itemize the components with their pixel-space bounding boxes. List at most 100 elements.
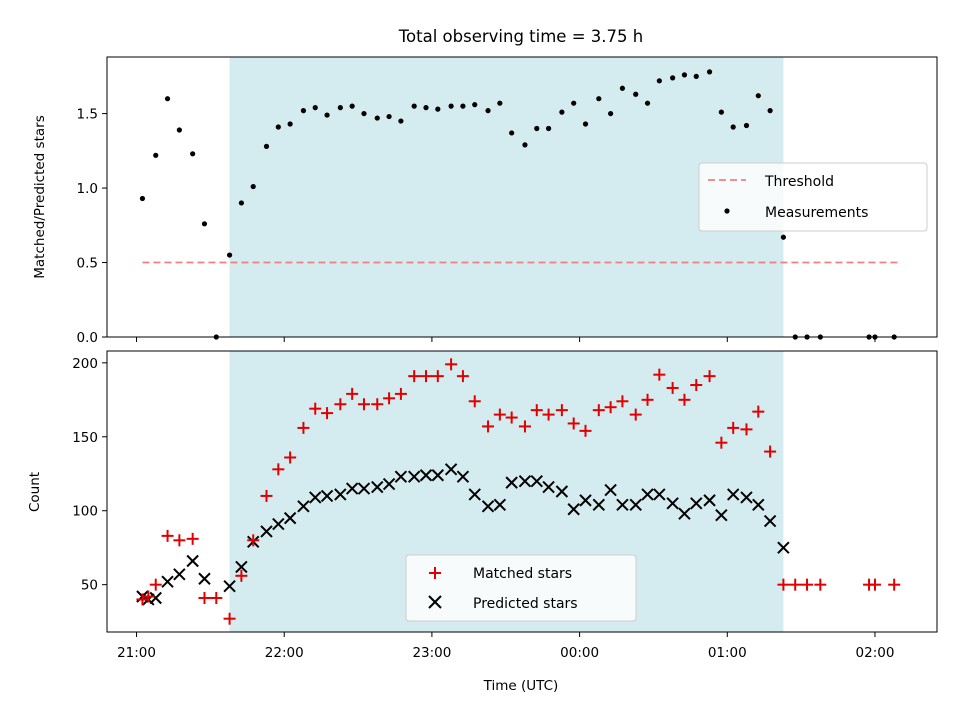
- matched-star-point: [482, 420, 495, 433]
- measurement-point: [596, 96, 602, 102]
- matched-star-point: [321, 407, 334, 420]
- matched-star-point: [888, 578, 901, 591]
- measurement-point: [448, 103, 454, 109]
- chart-title: Total observing time = 3.75 h: [398, 27, 643, 46]
- predicted-star-point: [320, 489, 334, 503]
- matched-star-point: [334, 398, 347, 411]
- matched-star-point: [493, 408, 506, 421]
- matched-star-point: [530, 404, 543, 417]
- predicted-star-point: [518, 474, 532, 488]
- measurement-point: [361, 110, 367, 117]
- matched-star-point: [272, 463, 285, 476]
- predicted-star-point: [419, 469, 433, 482]
- top-ytick-label: 0.5: [77, 256, 98, 272]
- top-plot-frame: [106, 56, 938, 338]
- predicted-star-point: [715, 508, 728, 522]
- matched-star-point: [629, 408, 642, 421]
- predicted-star-point: [198, 572, 211, 585]
- matched-star-point: [186, 532, 199, 545]
- observing-window-shade: [229, 57, 784, 337]
- measurement-point: [522, 142, 528, 148]
- measurement-point: [226, 252, 233, 258]
- predicted-star-point: [505, 476, 518, 489]
- xtick-label: 23:00: [412, 645, 451, 661]
- predicted-star-point: [641, 488, 654, 501]
- predicted-star-point: [493, 498, 507, 512]
- matched-star-point: [394, 387, 407, 400]
- predicted-star-point: [186, 554, 199, 568]
- matched-star-point: [592, 404, 605, 417]
- bottom-legend-box: [405, 554, 637, 622]
- measurement-point: [337, 105, 343, 111]
- predicted-star-point: [149, 591, 162, 605]
- predicted-star-point: [382, 477, 396, 491]
- measurement-point: [312, 105, 318, 111]
- matched-star-point: [260, 489, 273, 502]
- predicted-star-point: [444, 463, 458, 476]
- predicted-star-point: [653, 488, 666, 501]
- measurement-point: [693, 73, 699, 79]
- measurement-point: [608, 110, 614, 117]
- matched-star-point: [555, 404, 568, 417]
- predicted-star-point: [407, 470, 421, 483]
- predicted-star-point: [726, 488, 740, 501]
- measurement-point: [582, 121, 589, 127]
- x-axis-label: Time (UTC): [483, 678, 559, 694]
- predicted-star-point: [690, 497, 703, 510]
- matched-star-point: [518, 420, 531, 433]
- matched-star-point: [579, 424, 592, 437]
- measurement-point: [139, 195, 146, 202]
- xtick-label: 21:00: [117, 645, 156, 661]
- predicted-star-point: [542, 480, 555, 494]
- measurement-point: [398, 118, 404, 124]
- matched-star-point: [456, 370, 469, 383]
- measurement-point: [656, 78, 662, 84]
- matched-star-point: [309, 402, 322, 415]
- legend-measurements-label: Measurements: [765, 205, 868, 221]
- measurement-point: [718, 109, 724, 115]
- matched-star-point: [198, 591, 211, 604]
- matched-star-point: [542, 408, 555, 421]
- bottom-plot-frame: [106, 350, 938, 633]
- measurement-point: [485, 108, 491, 114]
- matched-star-point: [468, 395, 481, 408]
- matched-star-point: [297, 421, 310, 434]
- matched-star-point: [371, 398, 384, 411]
- predicted-star-point: [567, 503, 580, 516]
- top-ytick-label: 1.0: [77, 181, 98, 197]
- matched-star-point: [505, 411, 518, 424]
- predicted-star-point: [260, 525, 273, 538]
- measurement-point: [472, 102, 478, 108]
- bottom-legend: Matched stars Predicted stars: [405, 554, 637, 622]
- predicted-star-point: [678, 507, 691, 520]
- matched-star-point: [715, 436, 728, 449]
- bottom-ytick-label: 150: [72, 430, 98, 446]
- matched-star-point: [666, 381, 679, 394]
- legend-predicted-label: Predicted stars: [473, 596, 578, 612]
- measurement-point: [509, 130, 515, 136]
- measurement-point: [250, 183, 256, 190]
- matched-star-point: [420, 370, 433, 383]
- matched-star-point: [801, 578, 814, 591]
- predicted-star-point: [297, 500, 310, 513]
- matched-star-point: [346, 387, 359, 400]
- predicted-star-point: [309, 491, 322, 504]
- measurement-point: [497, 100, 503, 106]
- measurement-point: [287, 121, 293, 127]
- matched-star-point: [567, 417, 580, 430]
- predicted-star-point: [456, 470, 470, 483]
- matched-star-point: [703, 370, 716, 383]
- legend-threshold-label: Threshold: [764, 174, 834, 190]
- predicted-star-point: [334, 488, 347, 501]
- legend-matched-swatch: [429, 567, 441, 579]
- legend-matched-label: Matched stars: [473, 566, 572, 582]
- measurement-point: [238, 200, 244, 206]
- predicted-star-point: [629, 498, 642, 512]
- measurement-point: [153, 152, 159, 158]
- matched-star-point: [740, 423, 753, 436]
- measurement-point: [300, 108, 307, 114]
- predicted-star-point: [530, 474, 543, 488]
- matched-star-point: [604, 401, 617, 414]
- predicted-star-point: [173, 568, 186, 581]
- matched-star-point: [408, 370, 421, 383]
